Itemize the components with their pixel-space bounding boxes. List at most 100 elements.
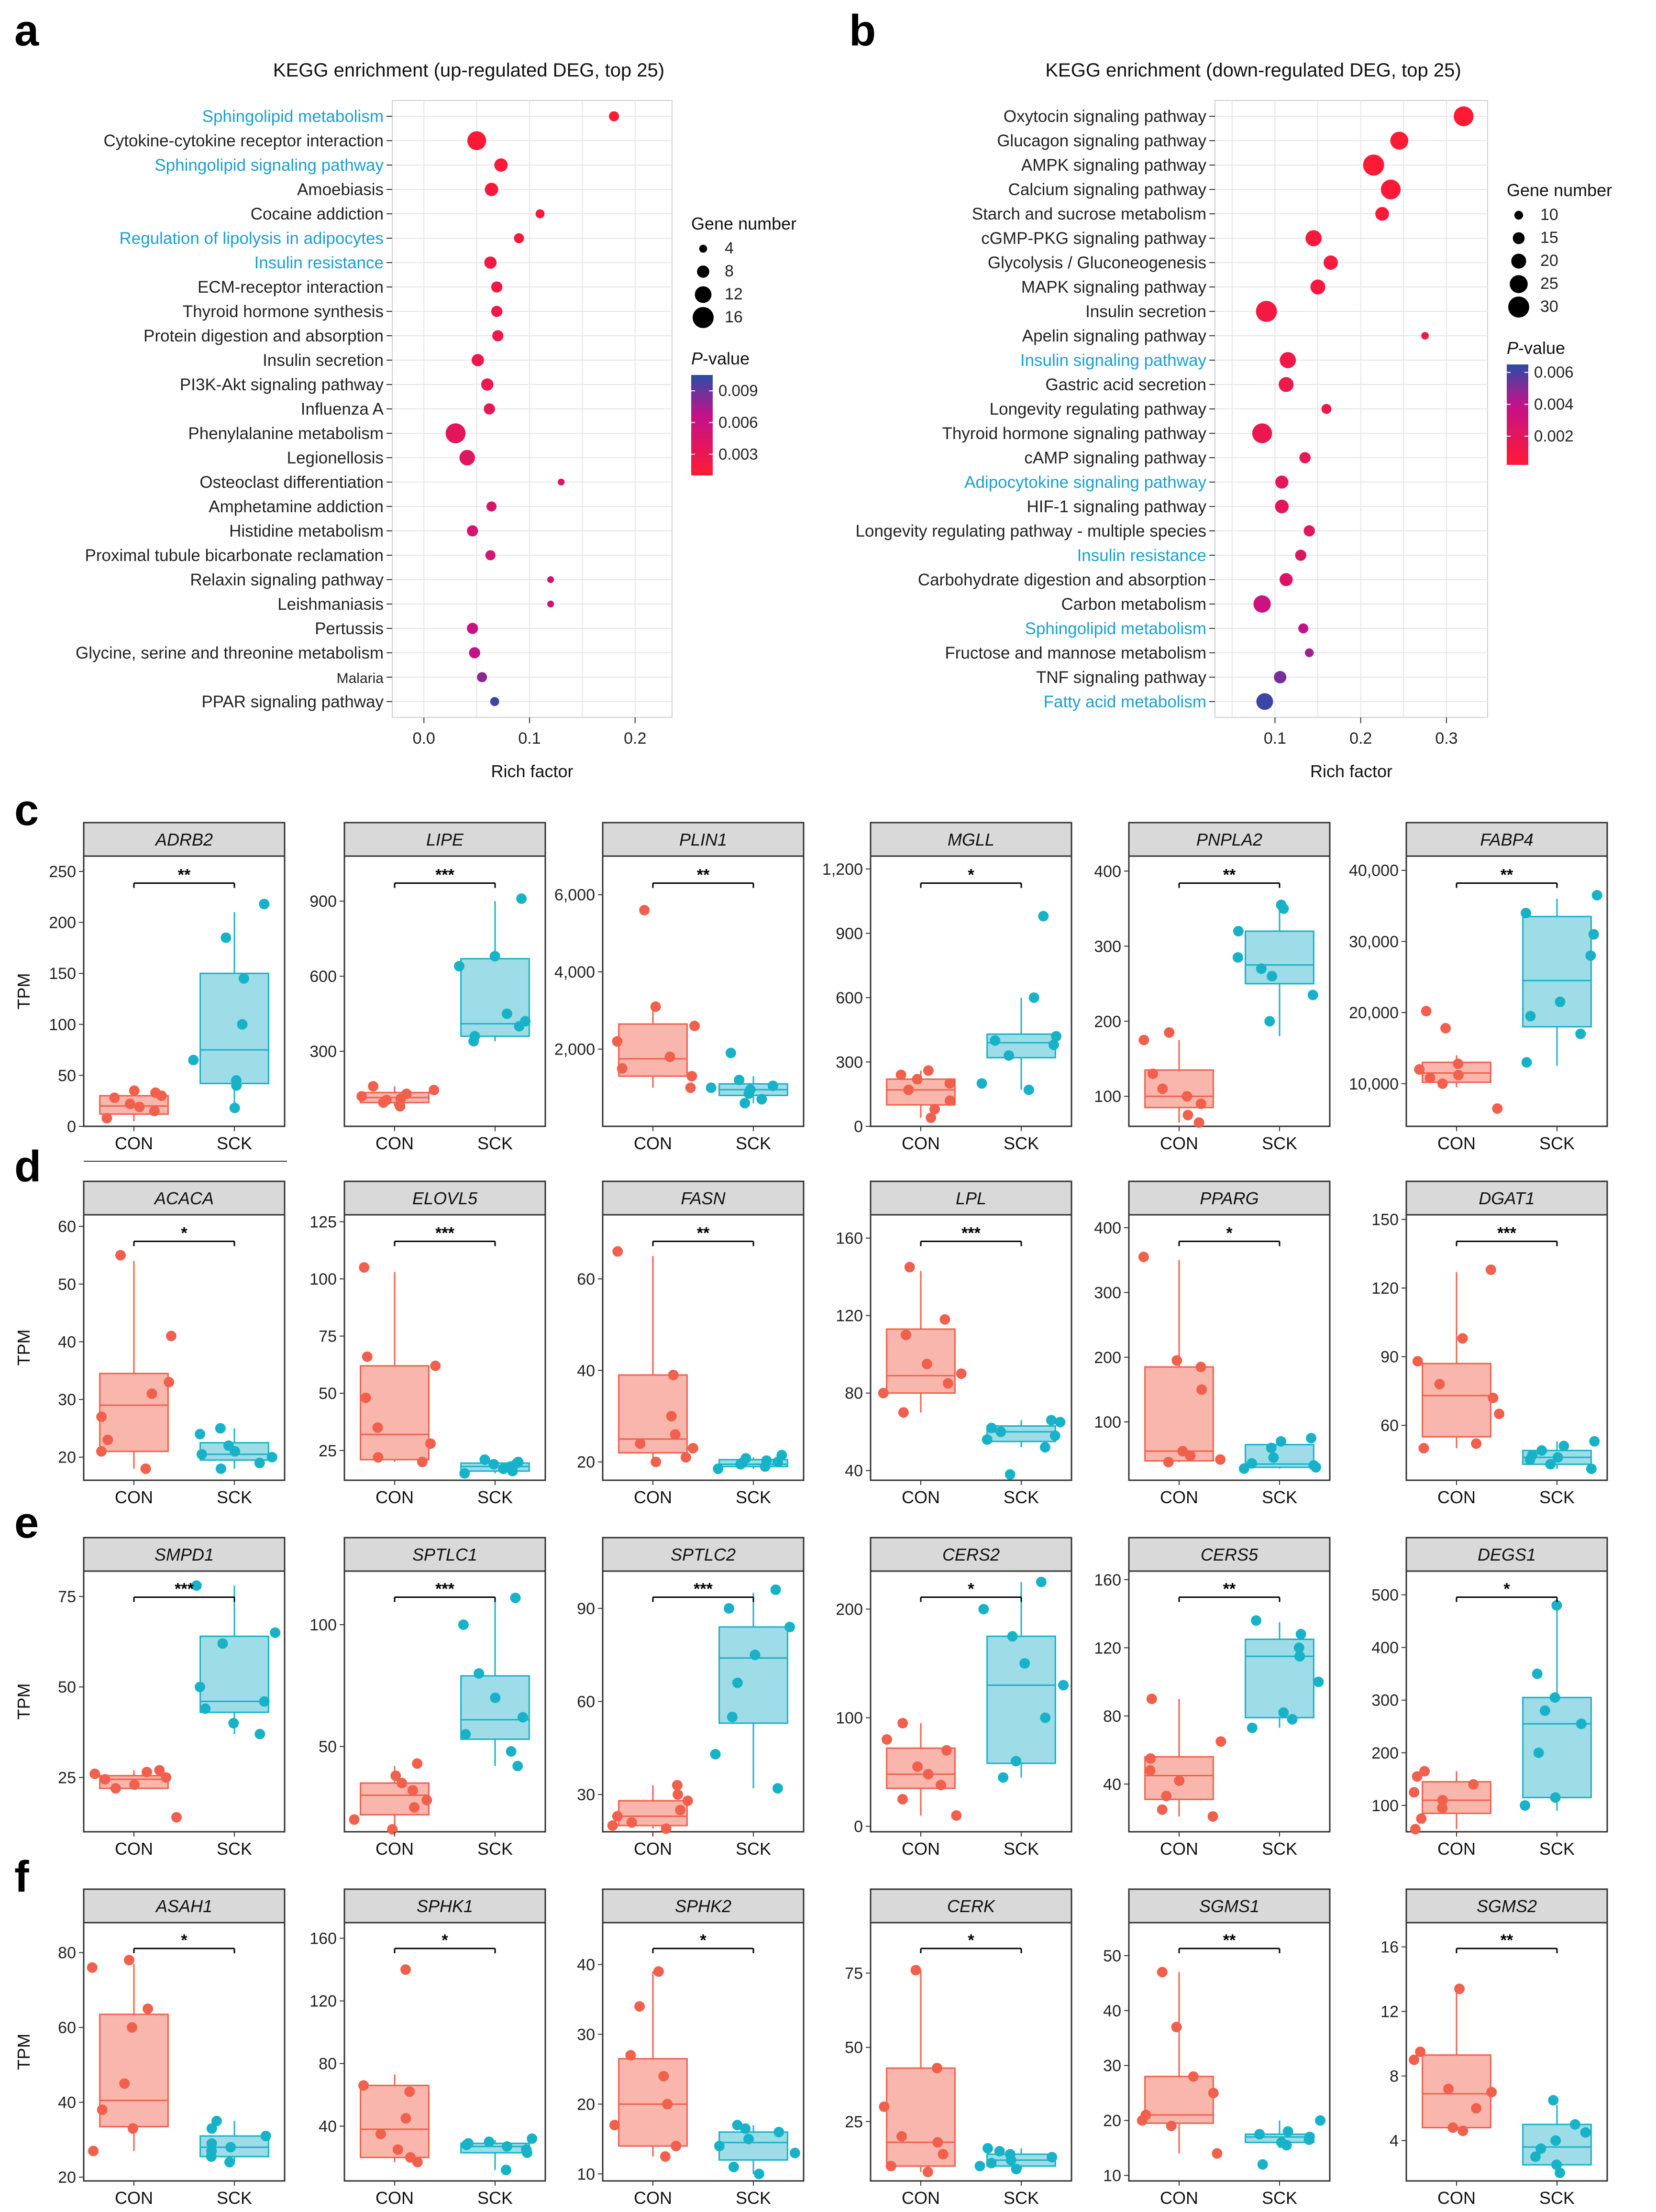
y-tick-label: 6,000 bbox=[554, 886, 595, 904]
point-con bbox=[149, 1106, 160, 1117]
point-sck bbox=[1276, 2137, 1287, 2148]
y-tick-label: 4,000 bbox=[554, 963, 595, 981]
point-con bbox=[1164, 1027, 1175, 1038]
x-tick-label: 0.2 bbox=[1349, 729, 1372, 748]
group-label: SCK bbox=[217, 1487, 252, 1507]
y-tick-label: 200 bbox=[836, 1600, 863, 1618]
group-label: CON bbox=[115, 1839, 153, 1859]
point-con bbox=[938, 2149, 949, 2160]
point-con bbox=[87, 1962, 98, 1973]
y-tick-label: 2,000 bbox=[554, 1041, 595, 1059]
boxplot-SPHK2: SPHK2 10 20 30 40 CON SCK * bbox=[577, 1888, 805, 2208]
point-sck bbox=[1019, 1658, 1030, 1669]
point-con bbox=[417, 1456, 428, 1467]
point-sck bbox=[1264, 1016, 1275, 1027]
pathway-dot bbox=[1324, 255, 1338, 270]
point-sck bbox=[266, 1452, 277, 1463]
y-axis-label: TPM bbox=[14, 2034, 33, 2070]
boxplot-LPL: LPL 40 80 120 160 CON SCK *** bbox=[836, 1180, 1072, 1507]
point-con bbox=[1182, 1110, 1193, 1121]
y-tick-label: 400 bbox=[1094, 1219, 1121, 1237]
point-sck bbox=[1575, 1028, 1586, 1039]
group-label: SCK bbox=[736, 2188, 771, 2208]
point-con bbox=[150, 1087, 161, 1098]
point-con bbox=[146, 1388, 157, 1399]
size-legend-dot bbox=[697, 265, 709, 278]
y-tick-label: 300 bbox=[1094, 937, 1121, 956]
point-con bbox=[672, 1780, 683, 1791]
y-tick-label: 120 bbox=[1094, 1639, 1121, 1657]
point-sck bbox=[743, 2134, 754, 2145]
point-con bbox=[912, 1074, 923, 1085]
point-con bbox=[1177, 1446, 1188, 1457]
gene-name: DEGS1 bbox=[1478, 1545, 1536, 1564]
group-label: CON bbox=[115, 2188, 153, 2208]
point-con bbox=[896, 2131, 907, 2142]
point-con bbox=[1416, 1813, 1427, 1824]
point-con bbox=[675, 1805, 686, 1816]
pathway-dot bbox=[514, 233, 524, 243]
point-sck bbox=[998, 1772, 1009, 1783]
point-con bbox=[1195, 1098, 1206, 1109]
sig-label: *** bbox=[175, 1580, 194, 1598]
point-con bbox=[1412, 1771, 1423, 1782]
sig-label: * bbox=[181, 1931, 188, 1949]
point-sck bbox=[727, 1711, 738, 1722]
gene-name: LPL bbox=[956, 1189, 986, 1208]
pathway-dot bbox=[1421, 332, 1429, 340]
panel-label-e: e bbox=[14, 1498, 39, 1547]
y-tick-label: 200 bbox=[1094, 1349, 1121, 1367]
point-sck bbox=[501, 2141, 512, 2152]
boxplot-SPTLC2: SPTLC2 30 60 90 CON SCK *** bbox=[577, 1537, 805, 1859]
pathway-dot bbox=[1375, 207, 1389, 221]
y-tick-label: 60 bbox=[577, 1270, 595, 1288]
pathway-dot bbox=[1304, 648, 1314, 658]
chart-title: KEGG enrichment (up-regulated DEG, top 2… bbox=[273, 60, 664, 81]
point-sck bbox=[1049, 1430, 1060, 1441]
point-sck bbox=[1257, 2159, 1268, 2170]
point-sck bbox=[518, 1712, 529, 1723]
point-sck bbox=[1580, 2127, 1591, 2138]
point-sck bbox=[1040, 1712, 1051, 1723]
point-sck bbox=[1038, 911, 1049, 922]
point-con bbox=[625, 2050, 636, 2061]
point-con bbox=[89, 1768, 100, 1779]
sig-label: ** bbox=[1223, 1931, 1236, 1949]
point-con bbox=[123, 1955, 134, 1966]
point-sck bbox=[1254, 2129, 1265, 2140]
point-sck bbox=[459, 1468, 470, 1479]
point-con bbox=[129, 1085, 140, 1096]
pathway-label: Gastric acid secretion bbox=[1045, 375, 1206, 394]
box-con bbox=[618, 2058, 688, 2147]
pathway-label: HIF-1 signaling pathway bbox=[1027, 497, 1207, 516]
sig-label: * bbox=[442, 1931, 448, 1949]
size-legend-label: 25 bbox=[1540, 275, 1558, 293]
point-con bbox=[686, 1071, 697, 1082]
pathway-dot bbox=[469, 647, 480, 659]
point-sck bbox=[1023, 1084, 1034, 1095]
y-axis-label: TPM bbox=[14, 1330, 33, 1366]
sig-label: *** bbox=[961, 1224, 981, 1243]
point-sck bbox=[223, 1440, 234, 1451]
point-con bbox=[673, 1789, 684, 1800]
point-sck bbox=[1545, 1459, 1556, 1470]
point-con bbox=[1409, 1787, 1420, 1798]
point-sck bbox=[713, 1464, 724, 1475]
box-sck bbox=[718, 1626, 788, 1724]
group-label: SCK bbox=[736, 1487, 771, 1507]
point-con bbox=[349, 1814, 360, 1825]
size-legend-label: 20 bbox=[1540, 252, 1558, 270]
facet-strip bbox=[602, 1888, 805, 1924]
box-con bbox=[360, 2084, 430, 2158]
pathway-dot bbox=[445, 423, 466, 443]
pathway-dot bbox=[1310, 279, 1325, 295]
group-label: SCK bbox=[1539, 1487, 1575, 1507]
point-con bbox=[109, 1092, 120, 1103]
point-sck bbox=[1521, 907, 1532, 918]
y-tick-label: 400 bbox=[1094, 862, 1121, 880]
panel-label-d: d bbox=[14, 1142, 41, 1191]
point-con bbox=[945, 1095, 956, 1106]
group-label: SCK bbox=[477, 1134, 513, 1153]
y-tick-label: 10 bbox=[577, 2165, 595, 2183]
point-sck bbox=[1005, 2149, 1016, 2160]
